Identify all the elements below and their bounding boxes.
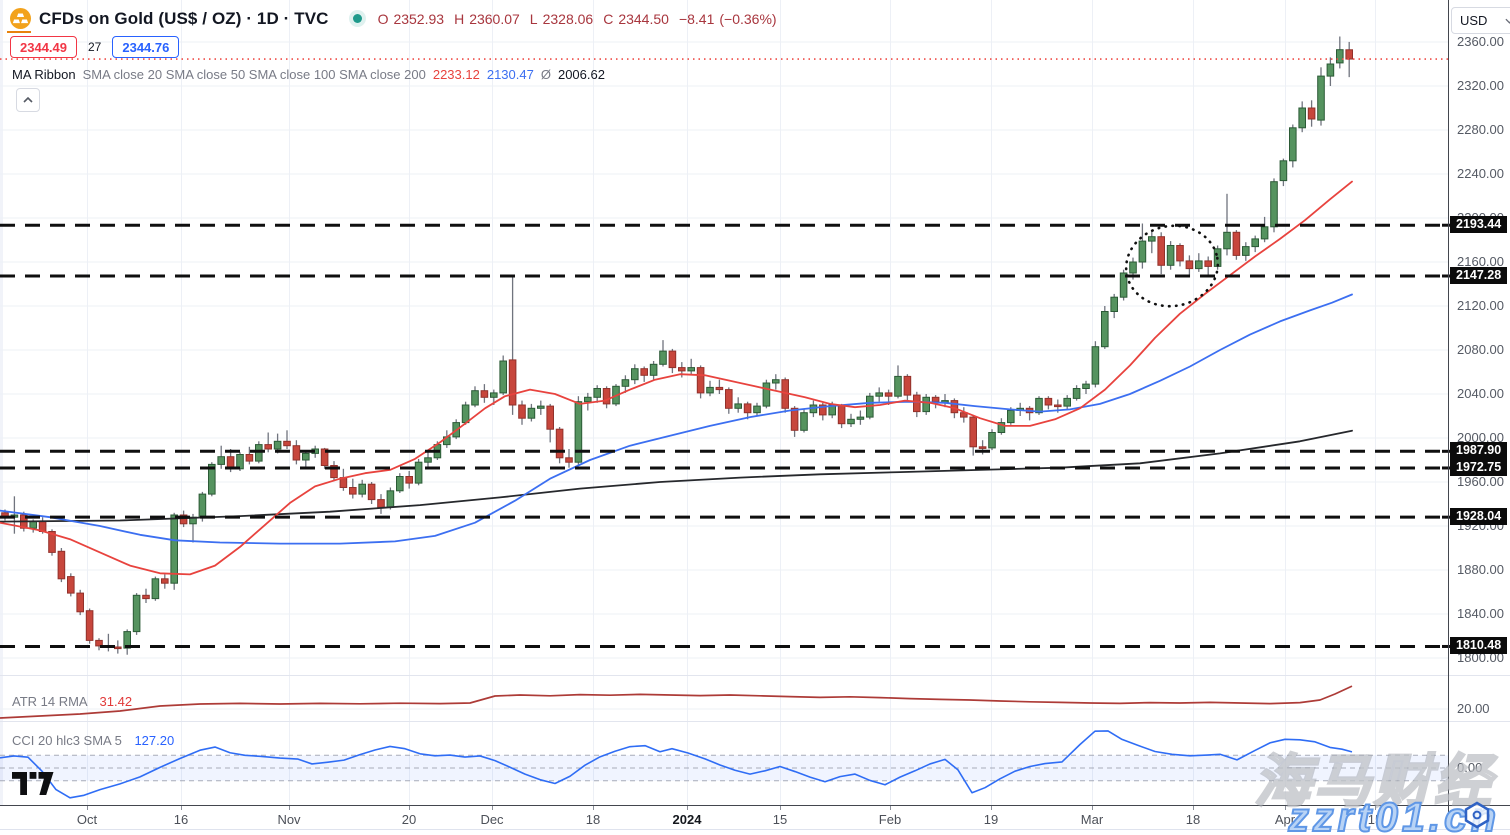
time-axis-label[interactable]: 20 <box>401 812 417 827</box>
price-tick-label: 2240.00 <box>1457 166 1504 181</box>
gold-symbol-icon <box>10 8 31 29</box>
time-axis-label[interactable]: 2024 <box>672 812 702 827</box>
symbol-legend[interactable]: CFDs on Gold (US$ / OZ) · 1D · TVC O 2352… <box>10 8 782 29</box>
cci-label: CCI 20 hlc3 SMA 5 <box>12 733 122 748</box>
currency-label: USD <box>1460 13 1488 28</box>
chevron-up-icon <box>23 97 33 103</box>
time-axis-label[interactable]: 15 <box>772 812 788 827</box>
time-axis-label[interactable]: Apr <box>1274 812 1296 827</box>
time-axis-label[interactable]: 18 <box>1185 812 1201 827</box>
price-level-tag[interactable]: 1810.48 <box>1450 637 1508 655</box>
chevron-down-icon <box>1505 18 1510 24</box>
ohlc-change: −8.41 <box>678 10 715 27</box>
price-tick-label: 2080.00 <box>1457 342 1504 357</box>
price-tick-label: 2040.00 <box>1457 386 1504 401</box>
ma-ribbon-value-sma20: 2233.12 <box>432 67 480 82</box>
price-level-tag[interactable]: 1928.04 <box>1450 508 1508 526</box>
symbol-icon-underline <box>7 31 31 33</box>
ma-ribbon-legend[interactable]: MA Ribbon SMA close 20 SMA close 50 SMA … <box>12 67 605 82</box>
time-axis-label[interactable]: Oct <box>76 812 98 827</box>
ohlc-open: O 2352.93 <box>377 10 445 27</box>
watermark-site-url: zzrt01.cn <box>1288 793 1500 835</box>
time-axis-label[interactable]: Mar <box>1080 812 1104 827</box>
price-tick-label: 1840.00 <box>1457 606 1504 621</box>
price-tick-label: 2280.00 <box>1457 122 1504 137</box>
currency-selector[interactable]: USD <box>1451 7 1510 34</box>
price-level-tag[interactable]: 2193.44 <box>1450 216 1508 234</box>
time-axis-label[interactable]: 18 <box>585 812 601 827</box>
ma-ribbon-params: SMA close 20 SMA close 50 SMA close 100 … <box>82 67 426 82</box>
ma-ribbon-average-value: 2006.62 <box>557 67 605 82</box>
tradingview-logo-icon[interactable] <box>12 772 54 801</box>
atr-label: ATR 14 RMA <box>12 694 87 709</box>
symbol-title[interactable]: CFDs on Gold (US$ / OZ) · 1D · TVC <box>39 8 329 28</box>
collapse-legend-button[interactable] <box>16 88 40 112</box>
time-axis-label[interactable]: Dec <box>480 812 504 827</box>
ohlc-change-pct: (−0.36%) <box>719 10 777 27</box>
cci-tick-label: 0.00 <box>1457 760 1483 775</box>
spread-value: 27 <box>88 40 102 54</box>
ma-ribbon-value-sma100: 2130.47 <box>486 67 534 82</box>
atr-indicator-legend[interactable]: ATR 14 RMA 31.42 <box>12 694 132 709</box>
time-axis-label[interactable]: 15 <box>1367 812 1383 827</box>
time-axis-label[interactable]: 16 <box>173 812 189 827</box>
trade-buttons: 2344.49 27 2344.76 <box>10 36 180 58</box>
price-level-tag[interactable]: 2147.28 <box>1450 266 1508 284</box>
ohlc-high: H 2360.07 <box>454 10 520 27</box>
price-tick-label: 2160.00 <box>1457 254 1504 269</box>
cci-indicator-legend[interactable]: CCI 20 hlc3 SMA 5 127.20 <box>12 733 174 748</box>
market-status-dot-icon[interactable] <box>352 14 362 23</box>
atr-tick-label: 20.00 <box>1457 701 1490 716</box>
price-tick-label: 2360.00 <box>1457 34 1504 49</box>
price-level-tag[interactable]: 1987.90 <box>1450 442 1508 460</box>
price-tick-label: 1880.00 <box>1457 562 1504 577</box>
watermark-cjk-text: 海马财经 <box>1253 749 1494 816</box>
buy-button[interactable]: 2344.76 <box>112 36 180 58</box>
atr-value: 31.42 <box>99 694 133 709</box>
time-axis-label[interactable]: Feb <box>878 812 902 827</box>
price-tick-label: 1960.00 <box>1457 474 1504 489</box>
ohlc-values: O 2352.93 H 2360.07 L 2328.06 C 2344.50 −8.4… <box>378 11 782 27</box>
price-tick-label: 2120.00 <box>1457 298 1504 313</box>
price-tick-label: 2320.00 <box>1457 78 1504 93</box>
time-axis-label[interactable]: Nov <box>277 812 301 827</box>
cci-value: 127.20 <box>134 733 175 748</box>
watermark-hexagon-icon <box>1462 801 1492 834</box>
ohlc-low: L 2328.06 <box>529 10 594 27</box>
sell-button[interactable]: 2344.49 <box>10 36 77 58</box>
ma-ribbon-title: MA Ribbon <box>12 67 76 82</box>
ohlc-close: C 2344.50 <box>603 10 669 27</box>
time-axis-label[interactable]: 19 <box>983 812 999 827</box>
price-tick-label: 2000.00 <box>1457 430 1504 445</box>
price-level-tag[interactable]: 1972.75 <box>1450 458 1508 476</box>
ma-ribbon-average-symbol: Ø <box>540 67 551 82</box>
